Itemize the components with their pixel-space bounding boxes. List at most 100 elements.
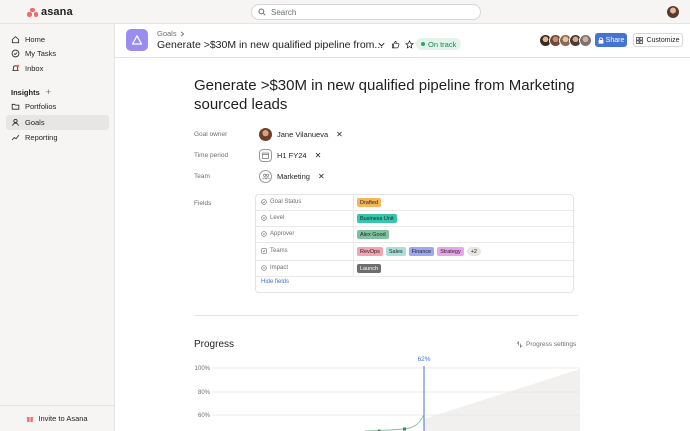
tag-strategy[interactable]: Strategy: [437, 247, 464, 256]
sidebar-item-goals[interactable]: Goals: [6, 115, 109, 130]
time-period-label: Time period: [194, 152, 229, 159]
search-input[interactable]: Search: [251, 4, 481, 20]
home-icon: [11, 36, 20, 44]
field-name: Approver: [261, 231, 294, 237]
field-name: Impact: [261, 265, 288, 271]
sidebar-item-my-tasks[interactable]: My Tasks: [6, 46, 109, 61]
logo-text: asana: [41, 6, 73, 18]
sidebar-item-label: Inbox: [25, 64, 44, 73]
asana-logo-icon: [27, 7, 38, 17]
progress-settings-button[interactable]: Progress settings: [516, 341, 576, 348]
projection-area: [424, 369, 580, 431]
field-row-goal-status[interactable]: Goal Status Drafted: [256, 195, 573, 211]
progress-chart: 100% 80% 60% 62%: [195, 356, 580, 431]
current-progress-label: 62%: [417, 356, 430, 363]
more-tags-badge[interactable]: +2: [466, 247, 481, 256]
field-name-text: Impact: [270, 265, 289, 271]
custom-fields-table: Goal Status Drafted Level Business Unit …: [255, 194, 574, 293]
progress-line: [364, 413, 425, 431]
sidebar-item-label: Home: [25, 35, 46, 44]
progress-point: [403, 427, 406, 431]
status-badge[interactable]: On track: [416, 38, 462, 50]
y-tick-label: 100%: [195, 366, 211, 372]
time-period-field[interactable]: H1 FY24 ✕: [259, 149, 321, 162]
invite-label: Invite to Asana: [38, 414, 88, 423]
progress-settings-label: Progress settings: [526, 341, 577, 348]
field-row-level[interactable]: Level Business Unit: [256, 211, 573, 227]
sidebar-item-label: Reporting: [25, 133, 58, 142]
header-title[interactable]: Generate >$30M in new qualified pipeline…: [157, 39, 384, 51]
hide-fields-link[interactable]: Hide fields: [261, 279, 290, 285]
progress-title: Progress: [194, 339, 235, 350]
insights-section-header[interactable]: Insights +: [11, 87, 51, 97]
multi-select-icon: [261, 248, 267, 254]
field-name-text: Goal Status: [270, 199, 302, 205]
goal-owner-label: Goal owner: [194, 131, 228, 138]
tag-finance[interactable]: Finance: [408, 247, 435, 256]
sidebar-item-label: Goals: [25, 118, 45, 127]
status-dot-icon: [421, 42, 425, 46]
invite-button[interactable]: Invite to Asana: [0, 405, 114, 431]
search-icon: [258, 8, 266, 16]
thumbs-up-icon[interactable]: [391, 40, 400, 49]
insights-label: Insights: [11, 87, 40, 97]
customize-label: Customize: [646, 36, 680, 44]
fields-label: Fields: [194, 200, 212, 207]
customize-button[interactable]: Customize: [633, 33, 683, 47]
tag-business-unit[interactable]: Business Unit: [357, 214, 397, 223]
tag-drafted[interactable]: Drafted: [357, 198, 382, 207]
tag-alex-good[interactable]: Alex Good: [357, 230, 389, 239]
sidebar: Home My Tasks Inbox Insights + Portfolio…: [0, 24, 115, 431]
members-avatars[interactable]: 5: [539, 34, 599, 47]
field-row-impact[interactable]: Impact Launch: [256, 261, 573, 277]
field-name-text: Level: [270, 215, 285, 221]
tag-launch[interactable]: Launch: [357, 264, 382, 273]
chart-grid: [212, 367, 580, 416]
dropdown-field-icon: [261, 265, 267, 271]
time-period-value: H1 FY24: [277, 151, 307, 160]
sidebar-item-home[interactable]: Home: [6, 32, 109, 47]
remove-time-period-icon[interactable]: ✕: [314, 151, 322, 160]
owner-avatar: [259, 128, 272, 141]
asana-logo[interactable]: asana: [27, 6, 73, 18]
top-bar: asana Search: [0, 0, 690, 24]
owner-name: Jane Vilanueva: [277, 130, 329, 139]
field-name: Goal Status: [261, 199, 301, 205]
status-icon: [261, 199, 267, 205]
dropdown-field-icon: [261, 231, 267, 237]
field-name: Level: [261, 215, 284, 221]
tag-sales[interactable]: Sales: [385, 247, 406, 256]
status-label: On track: [428, 39, 457, 49]
share-button[interactable]: Share: [595, 33, 627, 47]
search-placeholder: Search: [271, 7, 297, 17]
field-name: Teams: [261, 248, 288, 254]
goal-header: Goals Generate >$30M in new qualified pi…: [115, 24, 690, 58]
goal-title[interactable]: Generate >$30M in new qualified pipeline…: [194, 77, 575, 113]
header-actions: [377, 40, 414, 49]
remove-owner-icon[interactable]: ✕: [336, 130, 343, 139]
remove-team-icon[interactable]: ✕: [317, 172, 325, 181]
person-icon: [12, 118, 19, 126]
sidebar-item-inbox[interactable]: Inbox: [6, 61, 109, 76]
lock-icon: [598, 37, 604, 44]
gift-icon: [27, 416, 34, 422]
team-field[interactable]: Marketing ✕: [259, 170, 325, 183]
add-icon[interactable]: +: [45, 87, 52, 97]
star-icon[interactable]: [405, 40, 414, 49]
goal-owner-field[interactable]: Jane Vilanueva ✕: [259, 128, 343, 141]
sidebar-item-reporting[interactable]: Reporting: [6, 130, 109, 145]
calendar-icon: [259, 149, 272, 162]
y-tick-label: 60%: [198, 413, 211, 419]
field-row-teams[interactable]: Teams RevOps Sales Finance Strategy +2: [256, 243, 573, 261]
field-row-approver[interactable]: Approver Alex Good: [256, 227, 573, 243]
chevron-down-icon[interactable]: [377, 40, 386, 49]
user-avatar[interactable]: [667, 6, 679, 18]
tag-revops[interactable]: RevOps: [357, 247, 383, 256]
section-divider: [194, 315, 578, 316]
breadcrumb-goals[interactable]: Goals: [157, 29, 177, 38]
sidebar-item-portfolios[interactable]: Portfolios: [6, 99, 109, 114]
swap-arrows-icon: [516, 341, 523, 348]
field-name-text: Approver: [270, 231, 295, 237]
breadcrumb[interactable]: Goals: [157, 29, 185, 38]
field-name-text: Teams: [270, 248, 288, 254]
